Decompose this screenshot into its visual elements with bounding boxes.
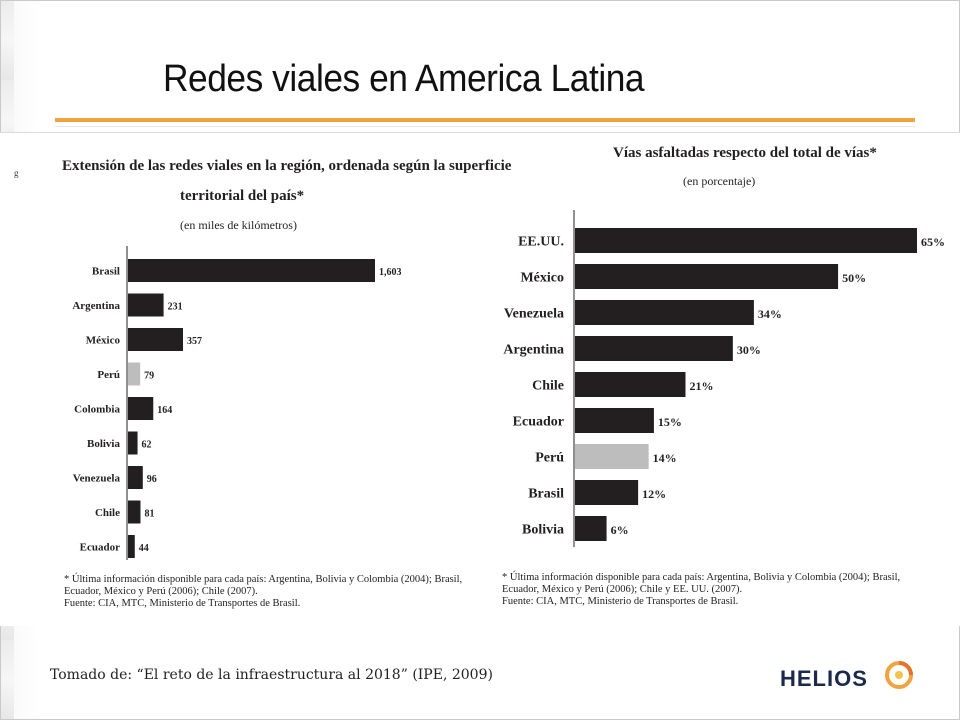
chart1-title-line2: territorial del país* (180, 188, 304, 204)
bar (575, 264, 839, 289)
value-label: 164 (157, 405, 172, 416)
bar (128, 293, 164, 317)
chart2-subtitle: (en porcentaje) (683, 174, 755, 188)
category-label: Argentina (72, 300, 120, 312)
value-label: 6% (611, 523, 629, 537)
value-label: 44 (139, 543, 149, 554)
title-underline (55, 118, 915, 122)
bar (128, 431, 138, 455)
category-label: México (86, 334, 121, 346)
category-label: EE.UU. (518, 234, 564, 249)
chart2-footnote-line: Ecuador, México y Perú (2006); Chile y E… (502, 584, 743, 595)
bar (128, 362, 141, 386)
chart-road-network-extension: Extensión de las redes viales en la regi… (62, 158, 512, 560)
value-label: 96 (147, 474, 157, 485)
bar (575, 300, 754, 325)
charts-image-panel (0, 132, 960, 626)
bar (128, 466, 143, 489)
value-label: 34% (758, 307, 782, 321)
category-label: Bolivia (522, 522, 564, 537)
category-label: Bolivia (87, 438, 121, 450)
bar (575, 480, 639, 505)
bar (575, 228, 917, 253)
category-label: Colombia (74, 403, 120, 415)
bar (128, 500, 141, 524)
helios-logo: HELIOS (768, 652, 928, 700)
chart1-footnote-line: * Última información disponible para cad… (64, 574, 463, 585)
slide-title: Redes viales en America Latina (163, 58, 645, 100)
bar (575, 336, 733, 361)
value-label: 79 (144, 371, 154, 382)
category-label: Argentina (503, 342, 564, 357)
category-label: Brasil (528, 486, 564, 501)
value-label: 65% (921, 235, 945, 249)
chart2-footnote: * Última información disponible para cad… (502, 572, 900, 608)
value-label: 231 (168, 302, 183, 313)
helios-logo-text: HELIOS (780, 666, 868, 691)
category-label: Chile (95, 507, 120, 519)
chart1-footnote-line: Ecuador, México y Perú (2006); Chile (20… (64, 586, 258, 597)
bar (128, 328, 184, 351)
bar (575, 408, 654, 433)
chart2-footnote-line: * Última información disponible para cad… (502, 572, 901, 583)
bar (575, 516, 607, 541)
category-label: Chile (532, 378, 564, 393)
chart2-footnote-line: Fuente: CIA, MTC, Ministerio de Transpor… (502, 596, 739, 607)
value-label: 12% (642, 487, 666, 501)
value-label: 14% (653, 451, 677, 465)
category-label: Brasil (92, 265, 120, 277)
category-label: Venezuela (73, 472, 121, 484)
chart2-title: Vías asfaltadas respecto del total de ví… (613, 145, 877, 161)
source-citation: Tomado de: “El reto de la infraestructur… (50, 667, 493, 683)
chart1-subtitle: (en miles de kilómetros) (180, 218, 297, 232)
chart1-footnote: * Última información disponible para cad… (64, 574, 462, 610)
title-underline-shadow (55, 126, 915, 127)
category-label: Venezuela (504, 306, 564, 321)
category-label: México (520, 270, 564, 285)
scan-artifact-mark: g (14, 168, 19, 178)
category-label: Ecuador (80, 541, 120, 553)
value-label: 357 (187, 336, 202, 347)
bar (575, 372, 686, 397)
category-label: Ecuador (513, 414, 564, 429)
bar (128, 259, 375, 282)
value-label: 15% (658, 415, 682, 429)
helios-sun-icon (885, 661, 913, 689)
bar (575, 444, 649, 469)
value-label: 50% (842, 271, 866, 285)
chart-paved-roads-share: Vías asfaltadas respecto del total de ví… (503, 145, 945, 547)
bar (128, 397, 154, 420)
value-label: 1,603 (379, 267, 402, 278)
value-label: 21% (689, 379, 713, 393)
category-label: Perú (97, 369, 120, 381)
chart1-title-line1: Extensión de las redes viales en la regi… (62, 158, 512, 174)
value-label: 30% (737, 343, 761, 357)
category-label: Perú (535, 450, 564, 465)
bar (128, 535, 135, 558)
value-label: 81 (144, 509, 154, 520)
value-label: 62 (142, 440, 152, 451)
chart1-footnote-line: Fuente: CIA, MTC, Ministerio de Transpor… (64, 598, 301, 609)
